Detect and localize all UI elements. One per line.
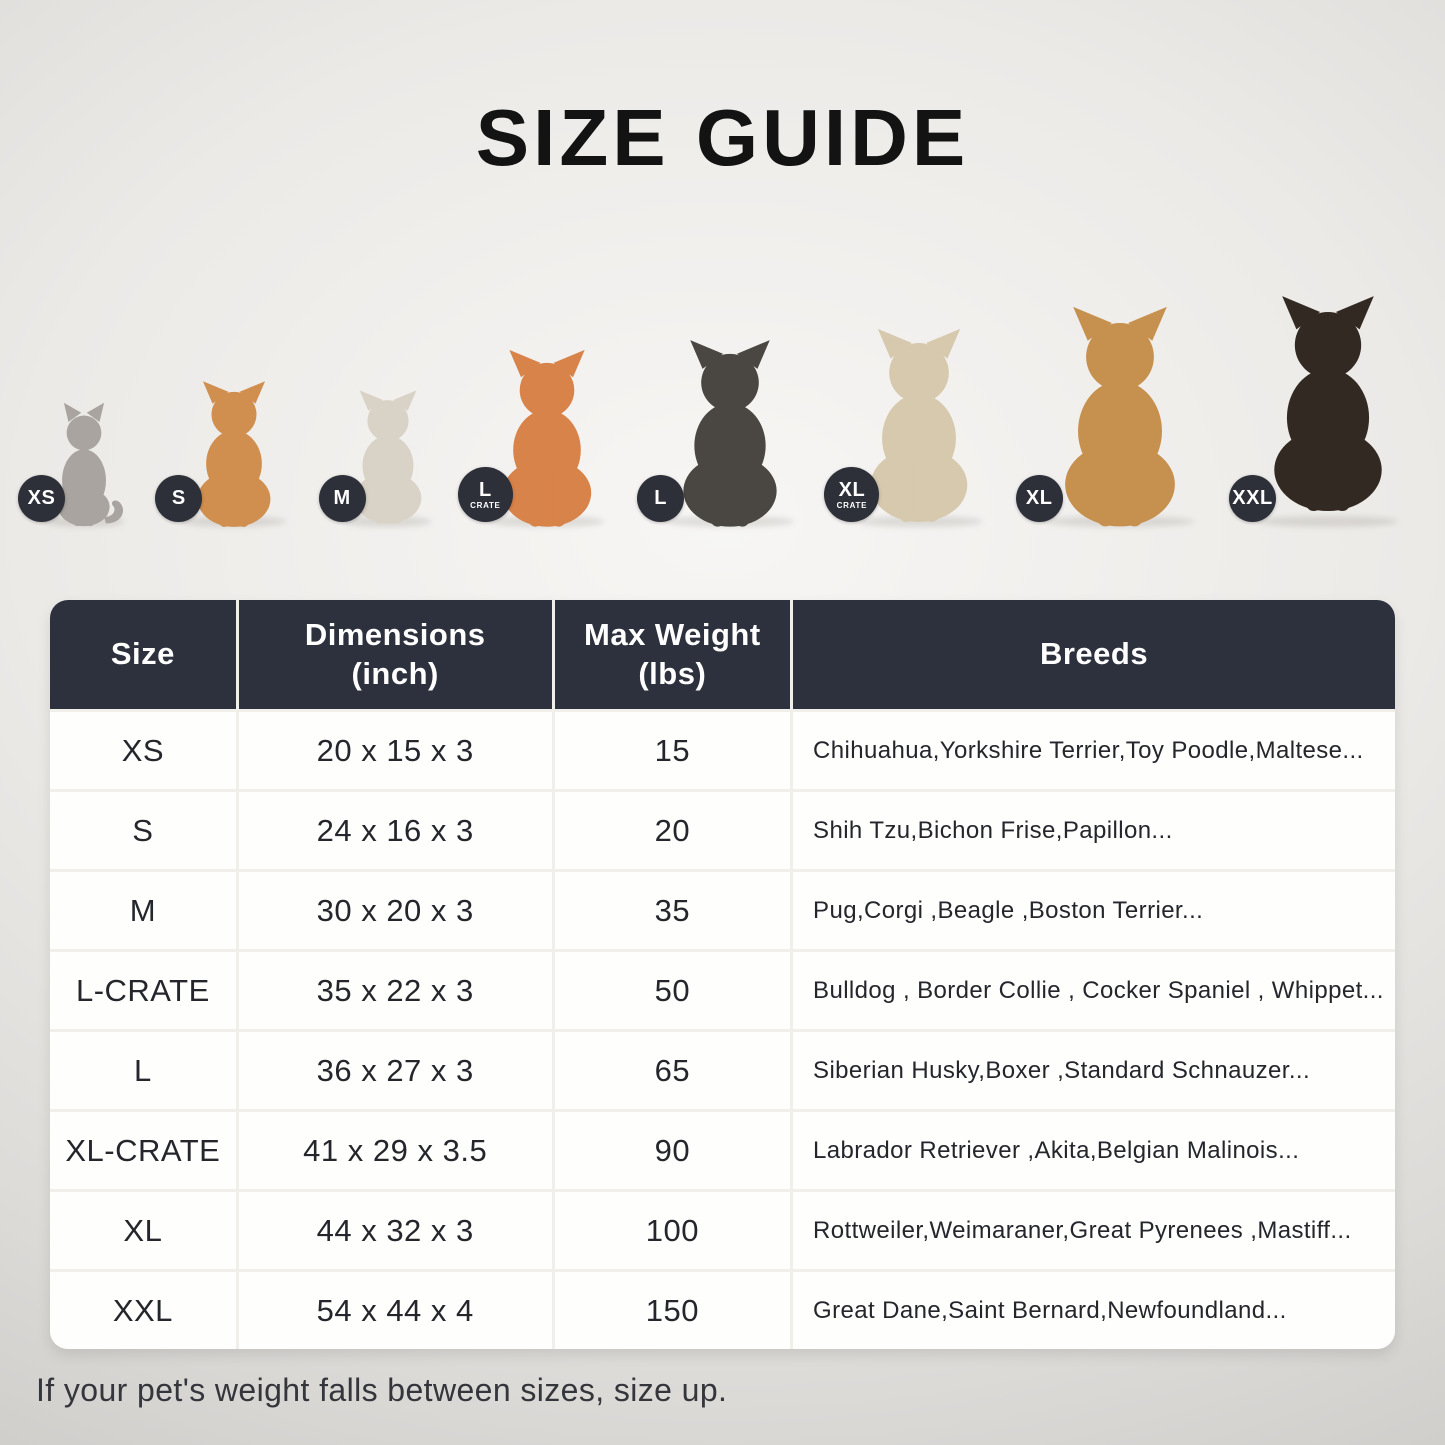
shiba-inu-figure: L CRATE [457,346,612,528]
max-weight-cell: 50 [554,952,791,1029]
sizing-advice-note: If your pet's weight falls between sizes… [36,1372,728,1408]
size-badge-label: M [333,486,351,509]
breeds-cell: Labrador Retriever ,Akita,Belgian Malino… [793,1112,1395,1189]
golden-retriever-figure: XL [1015,302,1204,528]
size-badge-label: XL [1025,486,1053,509]
pet-size-lineup: XS S M L CRATE L XL [18,256,1407,528]
size-badge-sublabel: CRATE [836,500,868,510]
size-badge-label: L [478,478,492,501]
column-header-size: Size [50,600,236,709]
column-header-max-weight: Max Weight (lbs) [554,600,791,709]
dimensions-cell: 36 x 27 x 3 [238,1032,552,1109]
breeds-cell: Pug,Corgi ,Beagle ,Boston Terrier... [793,872,1395,949]
size-badge-label: XXL [1232,486,1273,509]
size-badge-sublabel: CRATE [470,500,501,510]
size-cell: S [50,792,236,869]
breeds-cell: Shih Tzu,Bichon Frise,Papillon... [793,792,1395,869]
dimensions-cell: 30 x 20 x 3 [238,872,552,949]
size-cell: L-CRATE [50,952,236,1029]
size-cell: XXL [50,1272,236,1349]
max-weight-cell: 15 [554,712,791,789]
cat-figure: XS [18,400,130,528]
column-header-dimensions: Dimensions (inch) [238,600,552,709]
max-weight-cell: 90 [554,1112,791,1189]
pomeranian-figure: S [155,378,293,528]
size-badge-xl-crate: XL CRATE [824,467,880,522]
size-badge-label: S [171,486,186,509]
breeds-cell: Siberian Husky,Boxer ,Standard Schnauzer… [793,1032,1395,1109]
breeds-cell: Great Dane,Saint Bernard,Newfoundland... [793,1272,1395,1349]
size-cell: L [50,1032,236,1109]
size-guide-table: Size Dimensions (inch) Max Weight (lbs) … [50,600,1395,1349]
size-badge-l-crate: L CRATE [457,467,513,522]
page-title: SIZE GUIDE [475,93,970,182]
breeds-cell: Bulldog , Border Collie , Cocker Spaniel… [793,952,1395,1029]
size-badge-m: M [318,475,366,522]
size-badge-label: L [654,486,667,509]
labrador-figure: XL CRATE [824,320,990,528]
size-badge-xxl: XXL [1228,475,1276,522]
size-badge-xl: XL [1015,475,1063,522]
border-collie-figure: L [637,336,803,528]
dimensions-cell: 24 x 16 x 3 [238,792,552,869]
size-badge-xs: XS [18,475,65,522]
max-weight-cell: 100 [554,1192,791,1269]
size-cell: XL-CRATE [50,1112,236,1189]
max-weight-cell: 35 [554,872,791,949]
size-cell: XL [50,1192,236,1269]
breeds-cell: Rottweiler,Weimaraner,Great Pyrenees ,Ma… [793,1192,1395,1269]
dimensions-cell: 20 x 15 x 3 [238,712,552,789]
max-weight-cell: 20 [554,792,791,869]
size-badge-l: L [637,475,685,522]
french-bulldog-figure: M [318,384,437,528]
doberman-figure: XXL [1228,276,1407,528]
size-cell: XS [50,712,236,789]
dimensions-cell: 41 x 29 x 3.5 [238,1112,552,1189]
dimensions-cell: 54 x 44 x 4 [238,1272,552,1349]
max-weight-cell: 150 [554,1272,791,1349]
breeds-cell: Chihuahua,Yorkshire Terrier,Toy Poodle,M… [793,712,1395,789]
size-cell: M [50,872,236,949]
column-header-breeds: Breeds [793,600,1395,709]
size-badge-s: S [155,475,203,522]
dimensions-cell: 44 x 32 x 3 [238,1192,552,1269]
size-badge-label: XL [838,478,866,501]
size-badge-label: XS [27,486,56,509]
max-weight-cell: 65 [554,1032,791,1109]
dimensions-cell: 35 x 22 x 3 [238,952,552,1029]
